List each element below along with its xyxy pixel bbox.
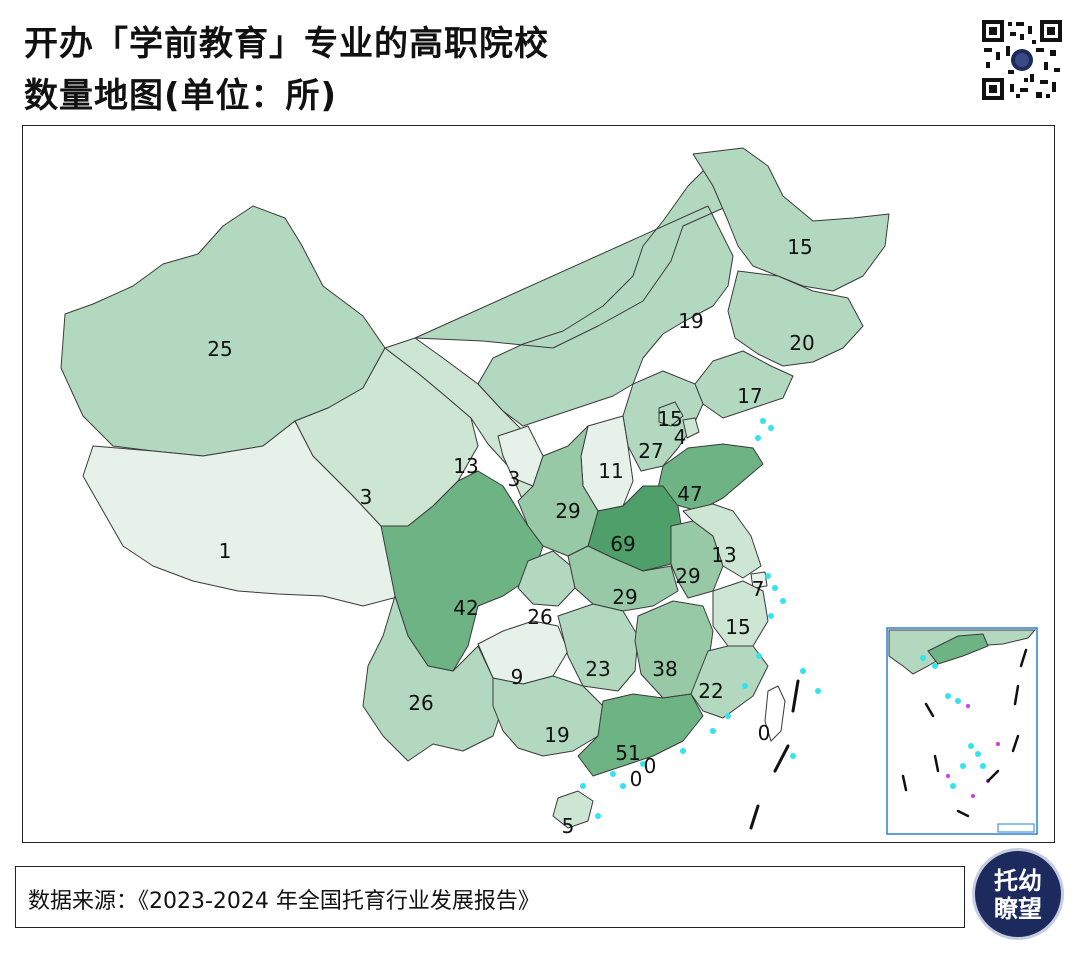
- region-guangdong: [577, 693, 704, 777]
- label-sichuan: 42: [453, 596, 478, 620]
- region-fujian: [690, 645, 769, 719]
- label-heilongjiang: 15: [787, 235, 812, 259]
- label-xizang: 1: [219, 539, 232, 563]
- china-map: 25 1 3 13 3 19 15 20 17 15 4 27 11 47 69…: [60, 147, 1038, 838]
- qr-code: [980, 18, 1064, 102]
- label-macau: 0: [630, 767, 643, 791]
- region-chongqing: [517, 550, 576, 607]
- label-ningxia: 3: [508, 467, 521, 491]
- label-hongkong: 0: [644, 754, 657, 778]
- map-frame: 25 1 3 13 3 19 15 20 17 15 4 27 11 47 69…: [22, 125, 1055, 843]
- label-taiwan: 0: [758, 721, 771, 745]
- label-zhejiang: 15: [725, 615, 750, 639]
- region-jilin: [727, 270, 864, 367]
- label-jilin: 20: [789, 331, 814, 355]
- label-fujian: 22: [698, 679, 723, 703]
- brand-logo-line-2: 瞭望: [994, 894, 1042, 923]
- island-dots: [580, 418, 821, 819]
- label-guangdong: 51: [615, 741, 640, 765]
- label-henan: 69: [610, 532, 635, 556]
- region-xinjiang: [60, 205, 386, 457]
- label-hainan: 5: [562, 814, 575, 838]
- label-anhui: 29: [675, 564, 700, 588]
- region-taiwan: [764, 685, 786, 742]
- region-hubei: [567, 545, 679, 612]
- label-beijing: 15: [657, 407, 682, 431]
- region-hunan: [557, 603, 639, 692]
- label-hebei: 27: [638, 439, 663, 463]
- region-heilongjiang: [692, 147, 890, 292]
- region-yunnan: [362, 595, 504, 762]
- label-shanghai: 7: [752, 577, 765, 601]
- label-tianjin: 4: [674, 425, 687, 449]
- label-guangxi: 19: [544, 723, 569, 747]
- label-hunan: 23: [585, 657, 610, 681]
- region-zhejiang: [712, 580, 769, 647]
- province-value-labels: 25 1 3 13 3 19 15 20 17 15 4 27 11 47 69…: [207, 235, 814, 838]
- region-shanghai: [750, 571, 768, 589]
- south-china-sea-inset: [886, 627, 1038, 835]
- map-title: 开办「学前教育」专业的高职院校 数量地图(单位：所): [24, 18, 549, 122]
- data-source-bar: 数据来源：《2023-2024 年全国托育行业发展报告》: [15, 866, 965, 928]
- label-jiangsu: 13: [711, 543, 736, 567]
- region-xizang: [82, 420, 402, 607]
- label-shandong: 47: [677, 482, 702, 506]
- region-jiangsu: [682, 503, 762, 579]
- nine-dash-line: [749, 679, 800, 830]
- brand-logo-line-1: 托幼: [994, 866, 1042, 895]
- title-line-1: 开办「学前教育」专业的高职院校: [24, 24, 549, 64]
- region-neimenggu: [414, 155, 759, 427]
- label-liaoning: 17: [737, 384, 762, 408]
- region-tianjin: [682, 417, 700, 439]
- label-neimenggu: 19: [678, 309, 703, 333]
- label-yunnan: 26: [408, 691, 433, 715]
- label-gansu: 13: [453, 454, 478, 478]
- label-shanxi: 11: [598, 459, 623, 483]
- brand-logo-badge: 托幼 瞭望: [972, 848, 1064, 940]
- region-guangxi: [492, 675, 604, 757]
- label-shaanxi: 29: [555, 499, 580, 523]
- region-qinghai: [294, 347, 479, 527]
- label-qinghai: 3: [360, 485, 373, 509]
- data-source-text: 数据来源：《2023-2024 年全国托育行业发展报告》: [28, 889, 540, 914]
- label-xinjiang: 25: [207, 337, 232, 361]
- label-guizhou: 9: [511, 665, 524, 689]
- label-chongqing: 26: [527, 605, 552, 629]
- title-line-2: 数量地图(单位：所): [24, 76, 338, 116]
- label-jiangxi: 38: [652, 657, 677, 681]
- region-beijing: [658, 401, 684, 427]
- label-hubei: 29: [612, 585, 637, 609]
- region-hainan: [552, 790, 594, 829]
